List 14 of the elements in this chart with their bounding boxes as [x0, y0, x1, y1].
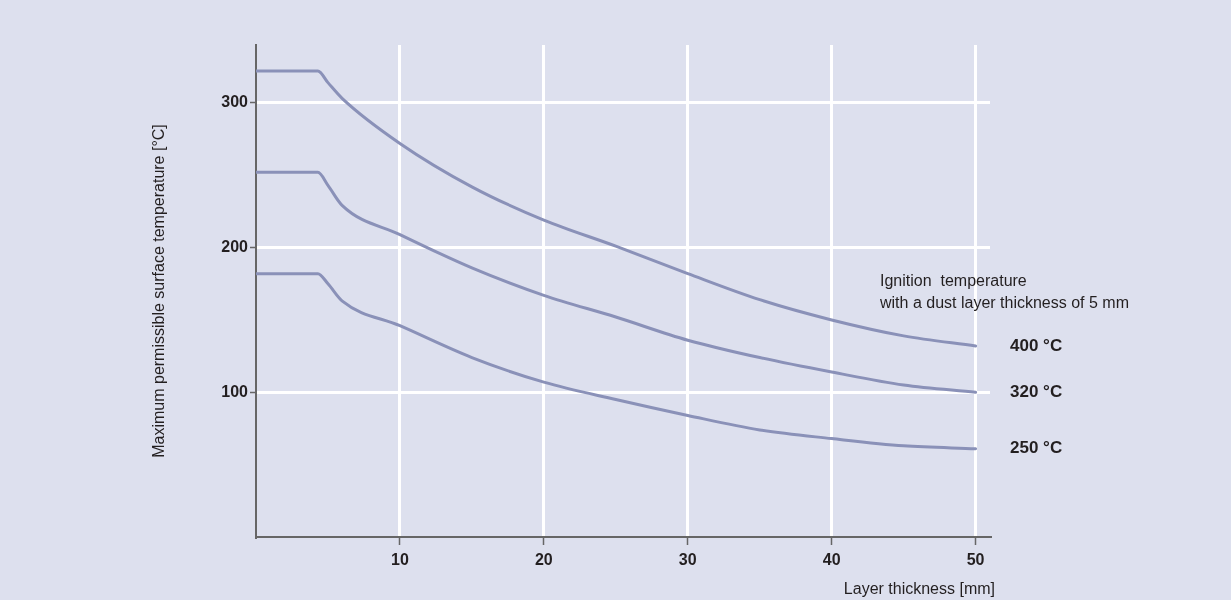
text: 400 °C [1010, 335, 1063, 355]
y-tick-label: 100 [221, 382, 249, 400]
x-axis-title: Layer thickness [mm] [843, 580, 995, 598]
x-tick-label: 10 [391, 551, 409, 569]
text: 320 °C [1010, 381, 1063, 401]
x-tick-label: 50 [966, 551, 985, 569]
y-tick-label: 300 [221, 93, 249, 111]
legend-title: Ignition temperature with a dust layer thickness of 5 mm [879, 272, 1129, 312]
x-tick-label: 30 [678, 551, 697, 569]
x-tick-label: 40 [822, 551, 841, 569]
y-tick-label: 200 [221, 237, 249, 255]
x-tick-label: 20 [534, 551, 553, 569]
text: 250 °C [1010, 438, 1063, 458]
y-axis-title: Maximum permissible surface temperature [°C] [150, 124, 168, 458]
